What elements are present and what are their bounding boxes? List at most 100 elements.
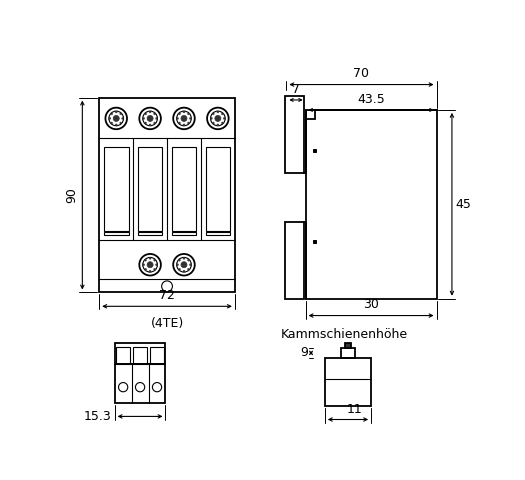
Circle shape xyxy=(187,113,190,115)
Circle shape xyxy=(149,111,151,113)
Text: 11: 11 xyxy=(346,403,362,416)
Bar xyxy=(206,232,230,236)
Circle shape xyxy=(154,259,156,261)
Circle shape xyxy=(115,111,117,113)
Circle shape xyxy=(162,281,172,292)
Circle shape xyxy=(144,113,146,115)
Circle shape xyxy=(119,383,128,392)
Circle shape xyxy=(120,113,122,115)
Bar xyxy=(313,240,317,243)
Circle shape xyxy=(183,124,185,126)
Text: 30: 30 xyxy=(363,298,379,311)
Bar xyxy=(138,232,162,236)
Circle shape xyxy=(176,111,191,126)
Circle shape xyxy=(120,122,122,124)
Text: 15.3: 15.3 xyxy=(84,410,112,423)
Circle shape xyxy=(154,268,156,270)
Circle shape xyxy=(135,383,145,392)
Text: 9: 9 xyxy=(300,347,308,360)
Circle shape xyxy=(190,118,192,120)
Bar xyxy=(341,348,355,358)
Bar xyxy=(138,147,162,231)
Circle shape xyxy=(212,122,214,124)
Circle shape xyxy=(149,124,151,126)
Circle shape xyxy=(207,108,229,129)
Circle shape xyxy=(122,118,124,120)
Circle shape xyxy=(178,268,181,270)
Circle shape xyxy=(183,270,185,272)
Circle shape xyxy=(152,383,162,392)
Circle shape xyxy=(144,259,146,261)
Bar xyxy=(104,147,129,231)
Bar xyxy=(116,347,130,364)
Circle shape xyxy=(155,264,158,266)
Bar xyxy=(172,232,196,236)
Circle shape xyxy=(154,122,156,124)
Circle shape xyxy=(173,254,195,276)
Circle shape xyxy=(211,111,225,126)
Circle shape xyxy=(143,264,144,266)
Bar xyxy=(133,347,147,364)
Circle shape xyxy=(176,118,178,120)
Circle shape xyxy=(187,259,190,261)
Circle shape xyxy=(222,113,224,115)
Circle shape xyxy=(109,118,111,120)
Text: 45: 45 xyxy=(456,198,471,211)
Bar xyxy=(285,96,304,173)
Circle shape xyxy=(143,111,158,126)
Text: 70: 70 xyxy=(353,67,370,80)
Circle shape xyxy=(181,262,187,268)
Circle shape xyxy=(176,257,191,272)
Text: 90: 90 xyxy=(66,187,79,203)
Circle shape xyxy=(144,268,146,270)
Bar xyxy=(325,358,371,406)
Circle shape xyxy=(155,118,158,120)
Bar xyxy=(285,222,304,299)
Circle shape xyxy=(139,108,161,129)
Circle shape xyxy=(212,113,214,115)
Circle shape xyxy=(178,259,181,261)
Circle shape xyxy=(187,268,190,270)
Circle shape xyxy=(217,111,219,113)
Text: 72: 72 xyxy=(159,289,175,302)
Circle shape xyxy=(215,115,221,121)
Circle shape xyxy=(113,115,119,121)
Circle shape xyxy=(187,122,190,124)
Circle shape xyxy=(190,264,192,266)
Bar xyxy=(150,347,164,364)
Bar xyxy=(313,149,317,152)
Circle shape xyxy=(144,122,146,124)
Circle shape xyxy=(154,113,156,115)
Text: (4TE): (4TE) xyxy=(151,317,184,330)
Circle shape xyxy=(149,257,151,259)
Circle shape xyxy=(143,257,158,272)
Circle shape xyxy=(222,122,224,124)
Bar xyxy=(172,147,196,231)
Circle shape xyxy=(183,111,185,113)
Circle shape xyxy=(149,270,151,272)
Circle shape xyxy=(143,118,144,120)
Bar xyxy=(345,343,351,348)
Circle shape xyxy=(106,108,127,129)
Text: Kammschienenhöhe: Kammschienenhöhe xyxy=(281,328,408,341)
Text: 7: 7 xyxy=(292,83,300,96)
Circle shape xyxy=(178,122,181,124)
Circle shape xyxy=(176,264,178,266)
Circle shape xyxy=(181,115,187,121)
Circle shape xyxy=(147,262,153,268)
Circle shape xyxy=(115,124,117,126)
Circle shape xyxy=(111,122,113,124)
Circle shape xyxy=(173,108,195,129)
Circle shape xyxy=(183,257,185,259)
Bar xyxy=(306,110,437,299)
Circle shape xyxy=(217,124,219,126)
Circle shape xyxy=(147,115,153,121)
Bar xyxy=(104,232,129,236)
Bar xyxy=(206,147,230,231)
Circle shape xyxy=(111,113,113,115)
Bar xyxy=(114,364,165,403)
Bar xyxy=(99,97,235,292)
Circle shape xyxy=(211,118,213,120)
Text: 43.5: 43.5 xyxy=(357,93,385,106)
Circle shape xyxy=(139,254,161,276)
